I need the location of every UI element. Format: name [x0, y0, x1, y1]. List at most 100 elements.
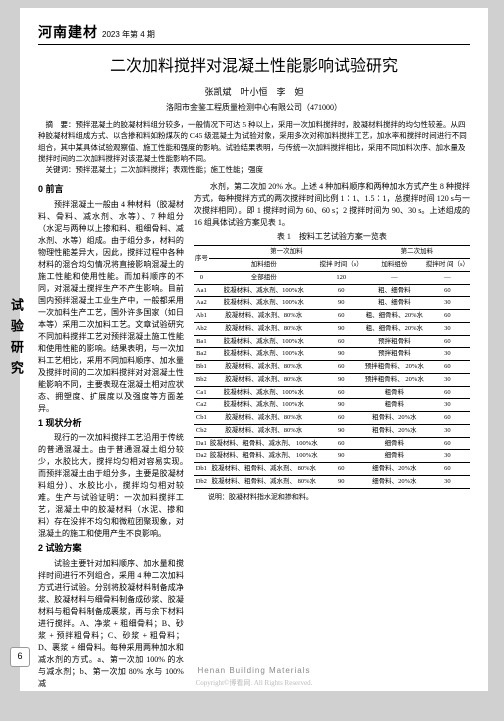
issue-label: 2023 年第 4 期	[102, 29, 155, 41]
table-cell: 30	[425, 475, 470, 488]
table-cell: 胶凝材料、减水剂、80%水	[209, 322, 319, 335]
table-cell: 60	[319, 386, 364, 399]
columns: 0 前言 预拌混凝土一般由 4 种材料（胶凝材料、骨料、减水剂、水等）、7 种组…	[38, 181, 470, 671]
table-cell: 粗骨料	[364, 386, 425, 399]
table-cell: 粗、细骨料	[364, 297, 425, 310]
magazine-title: 河南建材	[38, 22, 98, 42]
table-cell: Da1	[194, 437, 209, 450]
table-cell: 60	[319, 361, 364, 374]
table-cell: Cb1	[194, 412, 209, 425]
heading-0: 0 前言	[38, 183, 184, 197]
table-row: Cb1胶凝材料、减水剂、80%水60粗骨料、20%水60	[194, 412, 470, 425]
right-column: 水剂，第二次加 20% 水。上述 4 种加料顺序和两种加水方式产生 8 种搅拌方…	[194, 181, 470, 671]
table-row: Aa1胶凝材料、减水剂、100%水60粗、细骨料60	[194, 284, 470, 297]
table-cell: 90	[319, 373, 364, 386]
table-cell: 胶凝材料、粗骨料、减水剂、 80%水	[209, 475, 319, 488]
table-caption: 表 1 按料工艺试验方案一览表	[194, 231, 470, 243]
table-cell: 60	[319, 284, 364, 297]
table-cell: Bb1	[194, 361, 209, 374]
table-cell: 30	[425, 297, 470, 310]
table-cell: Aa2	[194, 297, 209, 310]
table-row: Da1胶凝材料、粗骨料、减水剂、 100%水60细骨料60	[194, 437, 470, 450]
table-cell: 粗骨料、20%水	[364, 424, 425, 437]
table-cell: 60	[319, 335, 364, 348]
para-top: 水剂，第二次加 20% 水。上述 4 种加料顺序和两种加水方式产生 8 种搅拌方…	[194, 181, 470, 229]
table-cell: 60	[319, 310, 364, 323]
table-cell: 细骨料	[364, 450, 425, 463]
table-row: Ab1胶凝材料、减水剂、80%水60粗、细骨料、20%水60	[194, 310, 470, 323]
table-cell: 60	[319, 463, 364, 476]
table-row: Ab2胶凝材料、减水剂、80%水90粗、细骨料、20%水30	[194, 322, 470, 335]
heading-1: 1 现状分析	[38, 417, 184, 431]
table-cell: Ca2	[194, 399, 209, 412]
table-cell: 预拌粗骨料	[364, 348, 425, 361]
table-cell: 30	[425, 424, 470, 437]
table-cell: 粗、细骨料、20%水	[364, 310, 425, 323]
table-cell: 胶凝材料、减水剂、100%水	[209, 284, 319, 297]
table-cell: 预拌粗骨料、 20%水	[364, 361, 425, 374]
para-11: 现行的一次加料搅拌工艺沿用于传统的普通混凝土。由于普通混凝土组分较少，水胶比大，…	[38, 432, 184, 540]
table-cell: 90	[319, 348, 364, 361]
table-cell: 胶凝材料、减水剂、100%水	[209, 348, 319, 361]
table-cell: 60	[425, 335, 470, 348]
th-c1: 加料组份	[209, 259, 319, 272]
table-body: 0全部组份120——Aa1胶凝材料、减水剂、100%水60粗、细骨料60Aa2胶…	[194, 271, 470, 488]
table-cell: 30	[425, 373, 470, 386]
table-cell: 胶凝材料、粗骨料、减水剂、 100%水	[209, 450, 319, 463]
table-cell: 胶凝材料、减水剂、80%水	[209, 412, 319, 425]
table-cell: Ab2	[194, 322, 209, 335]
table-note: 说明：胶凝材料指水泥和掺和料。	[194, 492, 470, 503]
table-cell: 90	[319, 450, 364, 463]
table-1: 序号 第一次加料 第二次加料 加料组份 搅拌 时间（s） 加料组份 搅拌时 间（…	[194, 245, 470, 488]
abstract-block: 摘 要：预拌混凝土的胶凝材料组分较多，一般情况下可达 5 种以上，采用一次加料搅…	[38, 119, 470, 175]
th-c3: 加料组份	[364, 259, 425, 272]
table-row: Db2胶凝材料、粗骨料、减水剂、 80%水90细骨料、20%水30	[194, 475, 470, 488]
table-cell: 90	[319, 424, 364, 437]
table-row: Ba1胶凝材料、减水剂、100%水60预拌粗骨料60	[194, 335, 470, 348]
table-cell: Ab1	[194, 310, 209, 323]
page-number: 6	[10, 647, 30, 667]
footer-copyright: Copyright©博看网. All Rights Reserved.	[20, 678, 488, 688]
table-cell: 90	[319, 322, 364, 335]
table-cell: —	[425, 271, 470, 284]
table-cell: 全部组份	[209, 271, 319, 284]
table-cell: 粗骨料	[364, 399, 425, 412]
side-tab: 试验研究	[6, 298, 25, 382]
table-row: Ba2胶凝材料、减水剂、100%水90预拌粗骨料30	[194, 348, 470, 361]
table-cell: 60	[425, 437, 470, 450]
table-cell: 60	[425, 361, 470, 374]
table-cell: 30	[425, 348, 470, 361]
table-header-2: 加料组份 搅拌 时间（s） 加料组份 搅拌时 间（s）	[194, 259, 470, 272]
abstract-text: 摘 要：预拌混凝土的胶凝材料组分较多，一般情况下可达 5 种以上，采用一次加料搅…	[38, 119, 470, 164]
footer-en: Henan Building Materials	[20, 665, 488, 677]
table-cell: 60	[425, 412, 470, 425]
heading-2: 2 试验方案	[38, 542, 184, 556]
affiliation: 洛阳市金鉴工程质量检测中心有限公司（471000）	[38, 102, 470, 114]
th-c2: 搅拌 时间（s）	[319, 259, 364, 272]
table-cell: Db1	[194, 463, 209, 476]
table-cell: 粗骨料、20%水	[364, 412, 425, 425]
para-01: 预拌混凝土一般由 4 种材料（胶凝材料、骨料、减水剂、水等）、7 种组分（水泥与…	[38, 199, 184, 415]
table-cell: Bb2	[194, 373, 209, 386]
table-cell: 30	[425, 399, 470, 412]
table-cell: Da2	[194, 450, 209, 463]
article-title: 二次加料搅拌对混凝土性能影响试验研究	[38, 55, 470, 78]
table-header-1: 序号 第一次加料 第二次加料	[194, 246, 470, 259]
table-cell: 60	[319, 412, 364, 425]
table-row: Cb2胶凝材料、减水剂、80%水90粗骨料、20%水30	[194, 424, 470, 437]
table-row: Aa2胶凝材料、减水剂、100%水90粗、细骨料30	[194, 297, 470, 310]
table-cell: 胶凝材料、减水剂、100%水	[209, 297, 319, 310]
table-cell: 90	[319, 297, 364, 310]
table-cell: 细骨料、20%水	[364, 475, 425, 488]
table-row: Db1胶凝材料、粗骨料、减水剂、 80%水60细骨料、20%水60	[194, 463, 470, 476]
table-cell: 胶凝材料、减水剂、100%水	[209, 386, 319, 399]
table-cell: Db2	[194, 475, 209, 488]
table-cell: 60	[425, 386, 470, 399]
table-row: Ca1胶凝材料、减水剂、100%水60粗骨料60	[194, 386, 470, 399]
table-cell: Ba1	[194, 335, 209, 348]
table-cell: 90	[319, 399, 364, 412]
table-cell: 粗、细骨料、20%水	[364, 322, 425, 335]
table-cell: 30	[425, 322, 470, 335]
table-cell: Ba2	[194, 348, 209, 361]
table-cell: —	[364, 271, 425, 284]
